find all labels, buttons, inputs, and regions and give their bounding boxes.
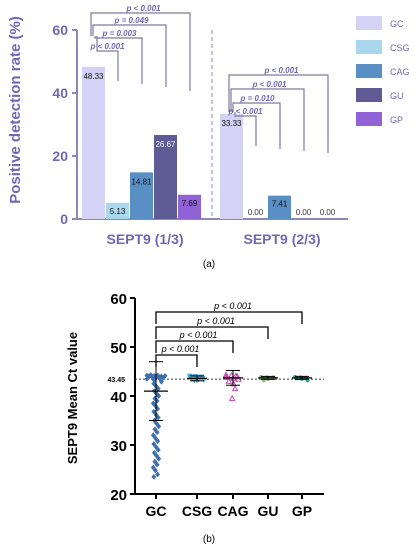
panel-a-p-value: p = 0.003 (101, 29, 137, 38)
panel-b-point-gc (156, 455, 162, 462)
panel-a-p-value: p < 0.001 (251, 80, 287, 89)
panel-a-legend-label: GC (390, 19, 404, 29)
panel-b-point-cag (235, 375, 242, 382)
panel-a-y-axis-label: Positive detection rate (%) (7, 16, 24, 204)
panel-a-bar-cag (130, 172, 153, 219)
panel-a-bar-value-label: 0.00 (296, 208, 312, 217)
panel-a-p-value: p = 0.049 (113, 16, 149, 25)
panel-a-y-tick-label: 20 (52, 148, 68, 164)
panel-b-y-tick-label: 30 (110, 438, 127, 455)
panel-a-p-value: p < 0.001 (125, 4, 161, 13)
panel-a-bar-gc (220, 114, 243, 219)
panel-b-y-tick-label: 60 (110, 291, 127, 308)
panel-a-bar-value-label: 5.13 (110, 207, 126, 216)
panel-b-significance-bracket (155, 340, 234, 353)
panel-b-y-tick-label: 50 (110, 340, 127, 357)
panel-b-x-tick-label: GU (258, 503, 279, 519)
panel-b-point-gc (162, 372, 168, 379)
panel-a-p-value: p < 0.001 (263, 66, 299, 75)
panel-b-reference-label: 43.45 (107, 377, 125, 384)
panel-b-significance-bracket (155, 311, 303, 324)
panel-b-p-value: p < 0.001 (196, 316, 235, 326)
panel-a-bar-value-label: 0.00 (248, 208, 264, 217)
panel-b-point-gc (155, 471, 161, 478)
panel-b-x-tick-label: CAG (217, 503, 248, 519)
panel-b-p-value: p < 0.001 (161, 344, 200, 354)
panel-a-legend-swatch-gc (356, 16, 382, 30)
panel-a-legend-swatch-csg (356, 40, 382, 54)
panel-b-point-gc (154, 429, 160, 436)
panel-b-x-tick-label: GP (292, 503, 312, 519)
panel-a-legend-swatch-gp (356, 112, 382, 126)
panel-b-point-cag (224, 373, 231, 380)
panel-a-p-value: p < 0.001 (227, 107, 263, 116)
panel-a-label: (a) (203, 259, 215, 270)
panel-a-legend-label: GU (390, 91, 404, 101)
panel-a-bar-gc (82, 66, 105, 219)
panel-a-significance-bracket (90, 12, 191, 91)
panel-b-point-gc (151, 473, 157, 480)
panel-b-point-gc (156, 423, 162, 430)
panel-a-significance-bracket (92, 24, 167, 87)
panel-a-significance-bracket (94, 36, 143, 84)
panel-a-bar-value-label: 14.81 (131, 177, 152, 186)
panel-a-significance-bracket (232, 102, 281, 149)
panel-b-point-gc (158, 378, 164, 385)
panel-a-p-value: p = 0.010 (239, 94, 275, 103)
panel-a-significance-bracket (96, 36, 119, 81)
panel-a-legend-label: CAG (390, 67, 410, 77)
panel-a-bar-value-label: 7.69 (182, 199, 198, 208)
panel-a-significance-bracket (228, 74, 329, 153)
panel-a-significance-bracket (234, 112, 257, 146)
panel-b-point-cag (230, 380, 237, 387)
panel-a-significance-bracket (230, 88, 305, 151)
panel-a-chart: Positive detection rate (%) 0 20 40 60 48.3… (7, 4, 410, 270)
panel-b-point-cag (222, 373, 230, 380)
panel-a-bar-csg (106, 202, 129, 219)
panel-a-bar-gp (178, 194, 201, 219)
panel-a-y-tick-label: 0 (60, 211, 68, 227)
panel-b-point-gc (144, 375, 150, 382)
panel-a-legend: GC CSG CAG GU GP (356, 16, 410, 126)
panel-a-p-value: p < 0.001 (89, 42, 125, 51)
panel-a-y-tick-label: 40 (52, 85, 68, 101)
panel-a-group-label-2: SEPT9 (2/3) (243, 231, 320, 247)
panel-b-p-value: p < 0.001 (213, 301, 252, 311)
panel-a-y-tick-label: 60 (52, 22, 68, 38)
panel-b-y-tick-label: 20 (110, 487, 127, 504)
panel-b-p-value: p < 0.001 (179, 330, 218, 340)
panel-a-bar-gu (154, 134, 177, 219)
panel-b-point-gc (155, 446, 161, 453)
panel-b-label: (b) (203, 534, 215, 545)
panel-b-y-axis-label: SEPT9 Mean Ct value (65, 332, 80, 464)
panel-b-point-gc (152, 467, 158, 474)
panel-b-significance-bracket (155, 354, 198, 367)
panel-a-bar-cag (268, 195, 291, 219)
panel-a-bar-value-label: 0.00 (320, 208, 336, 217)
panel-b-point-cag (228, 394, 236, 401)
panel-a-legend-label: GP (390, 115, 403, 125)
panel-a-legend-label: CSG (390, 43, 410, 53)
panel-b-point-gc (156, 393, 162, 399)
panel-a-bar-value-label: 7.41 (272, 200, 288, 209)
panel-a-group-label-1: SEPT9 (1/3) (106, 231, 183, 247)
panel-b-significance-bracket (155, 326, 269, 339)
panel-b-x-tick-label: CSG (182, 503, 212, 519)
panel-a-bar-value-label: 33.33 (221, 119, 242, 128)
panel-b-y-tick-label: 40 (110, 389, 127, 406)
panel-b-point-gc (154, 461, 160, 468)
panel-a-legend-swatch-cag (356, 64, 382, 78)
panel-a-bar-value-label: 48.33 (83, 72, 104, 81)
panel-a-bar-value-label: 26.67 (155, 140, 176, 149)
panel-b-point-gc (155, 438, 161, 445)
panel-b-chart: SEPT9 Mean Ct value 20 30 40 50 60 43.45 p <… (65, 291, 324, 545)
panel-b-point-cag (231, 385, 239, 392)
panel-b-point-cag (225, 377, 233, 384)
panel-a-legend-swatch-gu (356, 88, 382, 102)
panel-b-x-tick-label: GC (146, 503, 167, 519)
